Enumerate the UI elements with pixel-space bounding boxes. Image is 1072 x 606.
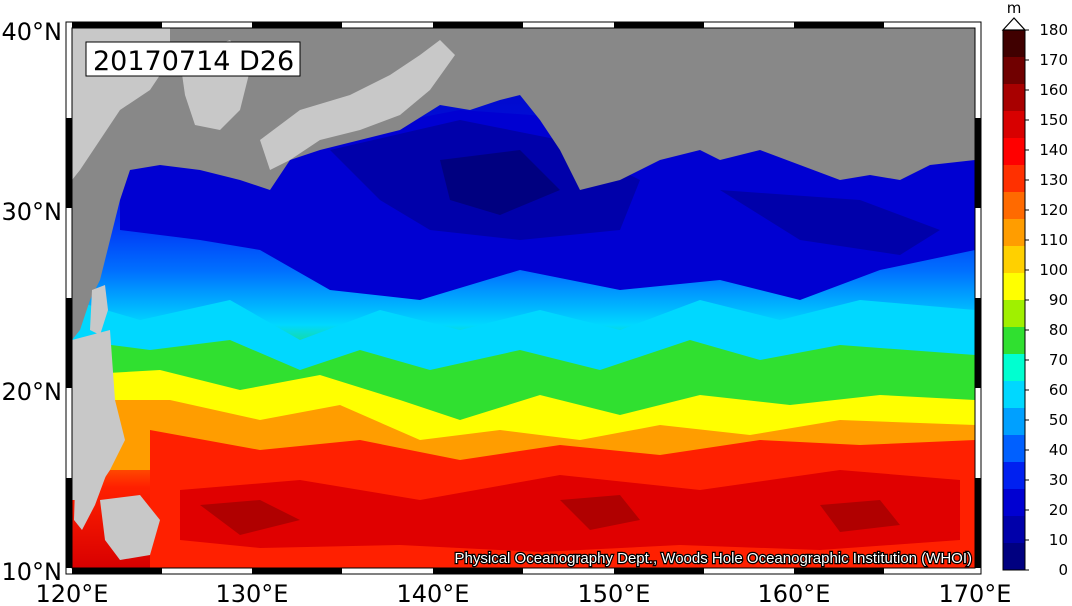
colorbar-swatch (1003, 57, 1025, 85)
colorbar-tick-label: 140 (1039, 141, 1068, 159)
colorbar-swatch (1003, 354, 1025, 382)
colorbar-tick-label: 50 (1049, 411, 1068, 429)
colorbar-swatch (1003, 273, 1025, 301)
colorbar-swatch (1003, 462, 1025, 490)
x-tick-label: 120°E (36, 580, 109, 606)
y-axis: 40°N 30°N 20°N 10°N (2, 18, 63, 586)
darkest-blue-zone-3 (440, 150, 560, 215)
colorbar-tick-label: 110 (1039, 231, 1068, 249)
border-outline (65, 21, 982, 575)
colorbar-tick-label: 180 (1039, 21, 1068, 39)
colorbar-swatch (1003, 381, 1025, 409)
colorbar-tick-label: 90 (1049, 291, 1068, 309)
colorbar-swatch (1003, 408, 1025, 436)
colorbar-tick-label: 80 (1049, 321, 1068, 339)
colorbar-tick-label: 60 (1049, 381, 1068, 399)
taiwan-landmass (90, 285, 108, 335)
colorbar-tick-label: 170 (1039, 51, 1068, 69)
colorbar-swatch (1003, 84, 1025, 112)
border-ticks (66, 22, 981, 574)
colorbar-tick-label: 10 (1049, 531, 1068, 549)
colorbar-swatch (1003, 327, 1025, 355)
credit-text: Physical Oceanography Dept., Woods Hole … (455, 550, 972, 567)
y-tick-label: 30°N (2, 198, 63, 226)
colorbar-tick-label: 20 (1049, 501, 1068, 519)
y-tick-label: 10°N (2, 558, 63, 586)
colorbar-tick-label: 120 (1039, 201, 1068, 219)
x-tick-label: 140°E (397, 580, 470, 606)
land-mass (72, 28, 975, 340)
colorbar-swatch (1003, 516, 1025, 544)
colorbar-swatch (1003, 300, 1025, 328)
colorbar-tick-label: 100 (1039, 261, 1068, 279)
dark-red-zone (180, 470, 960, 552)
y-tick-label: 40°N (2, 18, 63, 46)
colorbar-swatch (1003, 30, 1025, 58)
y-tick-label: 20°N (2, 378, 63, 406)
colorbar: m 18017016015014013012011010090807060504… (1001, 0, 1068, 579)
x-axis: 120°E 130°E 140°E 150°E 160°E 170°E (36, 580, 1012, 606)
darkest-blue-zone-2 (720, 190, 940, 255)
map-area (72, 28, 975, 568)
colorbar-swatches (1002, 29, 1026, 571)
colorbar-tick-label: 150 (1039, 111, 1068, 129)
colorbar-swatch (1003, 435, 1025, 463)
philippines-landmass (74, 385, 118, 530)
colorbar-swatch (1003, 543, 1025, 571)
colorbar-swatch (1003, 165, 1025, 193)
philippines-south (100, 495, 160, 560)
map-title: 20170714 D26 (93, 46, 294, 77)
colorbar-tick-label: 30 (1049, 471, 1068, 489)
colorbar-swatch (1003, 192, 1025, 220)
x-tick-label: 130°E (216, 580, 289, 606)
colorbar-swatch (1003, 246, 1025, 274)
colorbar-swatch (1003, 489, 1025, 517)
colorbar-tick-labels: 1801701601501401301201101009080706050403… (1025, 21, 1068, 579)
colorbar-tick-label: 160 (1039, 81, 1068, 99)
colorbar-unit: m (1007, 0, 1022, 17)
colorbar-tick-label: 70 (1049, 351, 1068, 369)
japan-landmass (260, 40, 455, 170)
x-tick-label: 150°E (578, 580, 651, 606)
colorbar-tick-label: 130 (1039, 171, 1068, 189)
colorbar-tick-label: 40 (1049, 441, 1068, 459)
colorbar-tick-label: 0 (1058, 561, 1068, 579)
colorbar-swatch (1003, 219, 1025, 247)
colorbar-swatch (1003, 111, 1025, 139)
x-tick-label: 170°E (939, 580, 1012, 606)
x-tick-label: 160°E (758, 580, 831, 606)
colorbar-extend-triangle (1001, 17, 1027, 31)
colorbar-swatch (1003, 138, 1025, 166)
title-box: 20170714 D26 (85, 41, 301, 77)
